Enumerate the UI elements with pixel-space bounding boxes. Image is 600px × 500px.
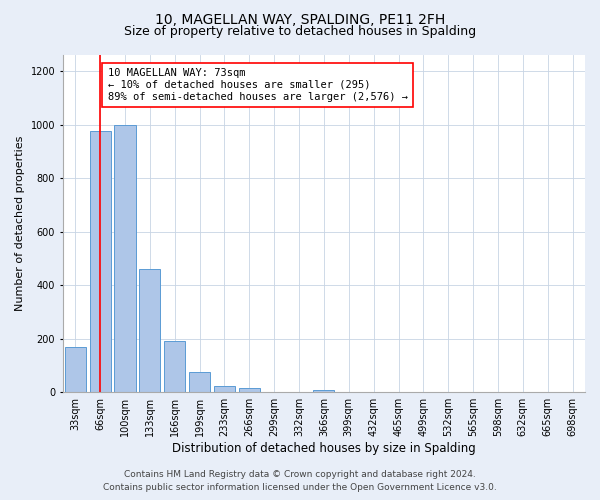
Text: 10 MAGELLAN WAY: 73sqm
← 10% of detached houses are smaller (295)
89% of semi-de: 10 MAGELLAN WAY: 73sqm ← 10% of detached… (107, 68, 407, 102)
Bar (164, 342, 185, 392)
Text: Contains HM Land Registry data © Crown copyright and database right 2024.
Contai: Contains HM Land Registry data © Crown c… (103, 470, 497, 492)
Text: Size of property relative to detached houses in Spalding: Size of property relative to detached ho… (124, 25, 476, 38)
Bar (115, 124, 136, 392)
Bar (89, 132, 110, 392)
Bar (313, 390, 334, 392)
Bar (189, 372, 210, 392)
Text: 10, MAGELLAN WAY, SPALDING, PE11 2FH: 10, MAGELLAN WAY, SPALDING, PE11 2FH (155, 12, 445, 26)
Bar (65, 346, 86, 392)
X-axis label: Distribution of detached houses by size in Spalding: Distribution of detached houses by size … (172, 442, 476, 455)
Y-axis label: Number of detached properties: Number of detached properties (15, 136, 25, 312)
Bar (214, 386, 235, 392)
Bar (139, 269, 160, 392)
Bar (239, 388, 260, 392)
